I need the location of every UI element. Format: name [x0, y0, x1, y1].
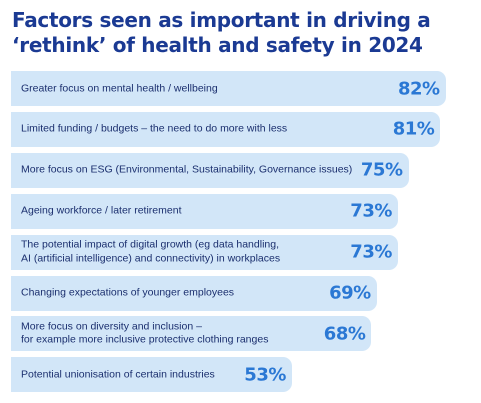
bar-value-label: 53% — [244, 364, 286, 386]
bar-category-label: The potential impact of digital growth (… — [21, 239, 280, 266]
bar-value-label: 82% — [398, 78, 440, 99]
bar-category-label: Limited funding / budgets – the need to … — [21, 123, 287, 137]
bar: Ageing workforce / later retirement 73% — [11, 193, 398, 229]
bar-category-label-line: The potential impact of digital growth (… — [21, 238, 279, 251]
bar: Greater focus on mental health / wellbei… — [11, 71, 446, 106]
bar-category-label: More focus on ESG (Environmental, Sustai… — [21, 164, 352, 178]
bar-value-label: 73% — [350, 241, 392, 263]
bar-category-label-line: for example more inclusive protective cl… — [21, 333, 269, 346]
chart-title-line-2: ‘rethink’ of health and safety in 2024 — [12, 33, 423, 57]
bar-category-label-line: Changing expectations of younger employe… — [21, 286, 235, 299]
bar-category-label-line: Potential unionisation of certain indust… — [21, 368, 215, 381]
bar-category-label-line: More focus on ESG (Environmental, Sustai… — [21, 163, 353, 176]
bar: Changing expectations of younger employe… — [11, 275, 377, 311]
bar: The potential impact of digital growth (… — [11, 234, 398, 270]
bar-category-label: Greater focus on mental health / wellbei… — [21, 82, 218, 96]
chart-title-line-1: Factors seen as important in driving a — [12, 8, 431, 32]
bar-category-label-line: Ageing workforce / later retirement — [21, 204, 182, 217]
bar-value-label: 75% — [360, 159, 403, 181]
bar-category-label: Ageing workforce / later retirement — [21, 204, 181, 218]
bar-value-label: 81% — [392, 118, 435, 140]
bar-value-label: 73% — [350, 200, 392, 222]
bar-category-label: Potential unionisation of certain indust… — [21, 368, 215, 382]
bar: More focus on ESG (Environmental, Sustai… — [11, 152, 409, 188]
bar-value-label: 69% — [329, 282, 371, 304]
chart-title: Factors seen as important in driving a ‘… — [12, 8, 472, 58]
bar-category-label-line: AI (artificial intelligence) and connect… — [21, 252, 281, 265]
bar-category-label: More focus on diversity and inclusion – f… — [21, 320, 268, 347]
bar-category-label-line: More focus on diversity and inclusion – — [21, 320, 202, 333]
bar-category-label: Changing expectations of younger employe… — [21, 286, 234, 300]
bar-category-label-line: Greater focus on mental health / wellbei… — [21, 81, 218, 94]
bar-category-label-line: Limited funding / budgets – the need to … — [21, 122, 288, 135]
bar-value-label: 68% — [323, 323, 366, 345]
bar: Potential unionisation of certain indust… — [11, 357, 292, 393]
bar: Limited funding / budgets – the need to … — [11, 111, 441, 147]
bar: More focus on diversity and inclusion – f… — [11, 316, 372, 352]
